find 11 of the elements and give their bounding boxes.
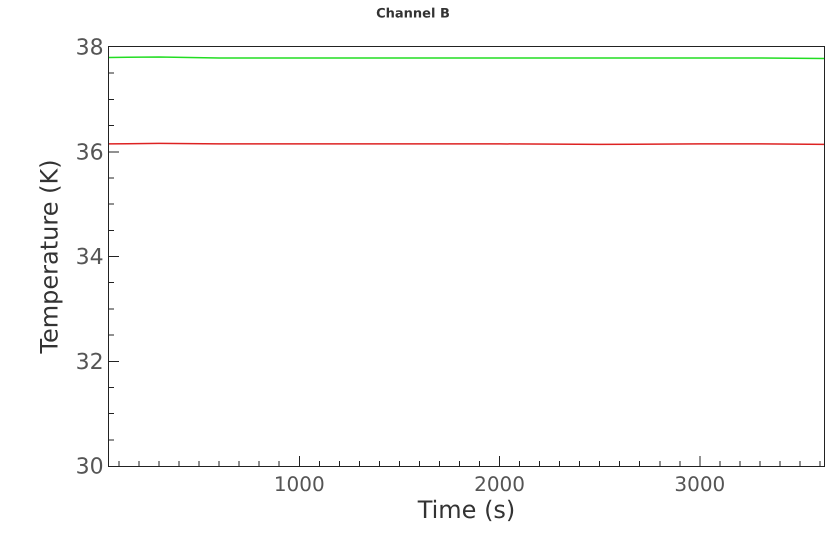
chart-title: Channel B xyxy=(376,6,450,22)
x-tick-label: 1000 xyxy=(274,472,325,496)
y-tick-label: 34 xyxy=(76,245,104,270)
y-tick-label: 30 xyxy=(76,454,104,480)
x-tick-label: 3000 xyxy=(674,472,726,496)
x-axis-title: Time (s) xyxy=(416,496,516,524)
y-tick-label: 32 xyxy=(76,350,104,375)
x-tick-label: 2000 xyxy=(474,472,526,496)
y-axis-title: Temperature (K) xyxy=(36,159,64,355)
y-tick-label: 36 xyxy=(76,140,104,166)
y-tick-label: 38 xyxy=(76,36,104,61)
